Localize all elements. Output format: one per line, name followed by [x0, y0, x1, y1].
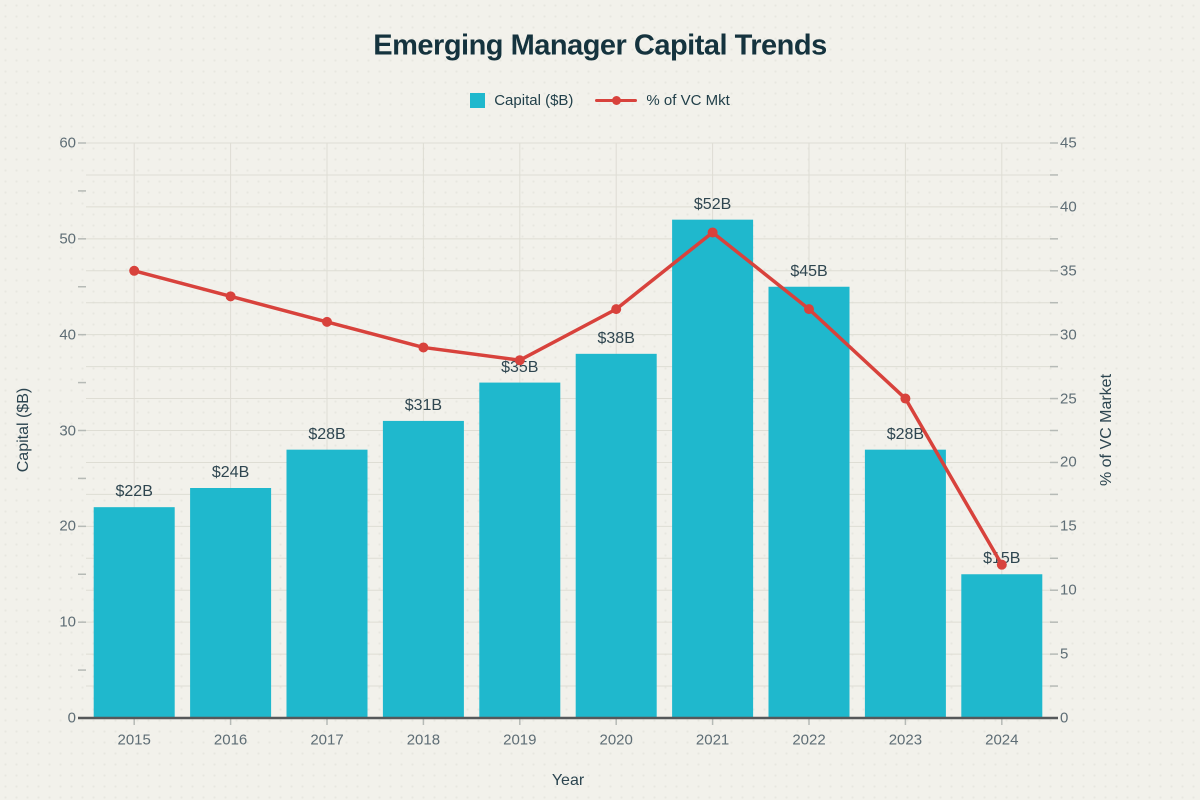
legend-item-vc-mkt[interactable]: % of VC Mkt — [595, 91, 730, 109]
line-series-swatch-icon — [595, 93, 638, 108]
bar-2017[interactable] — [286, 449, 368, 718]
chart-title: Emerging Manager Capital Trends — [373, 29, 827, 62]
bar-2018[interactable] — [382, 420, 464, 718]
legend-label-vc-mkt: % of VC Mkt — [646, 91, 730, 109]
legend-item-capital[interactable]: Capital ($B) — [470, 92, 573, 109]
legend: Capital ($B) % of VC Mkt — [0, 90, 1200, 110]
bar-series-swatch-icon — [470, 92, 486, 108]
legend-label-capital: Capital ($B) — [494, 91, 574, 109]
bar-2015[interactable] — [93, 507, 175, 718]
x-axis-title: Year — [551, 772, 585, 789]
bar-2019[interactable] — [479, 382, 561, 718]
bar-2016[interactable] — [190, 488, 272, 718]
bar-2020[interactable] — [575, 353, 657, 718]
bar-2023[interactable] — [864, 449, 946, 718]
bar-2021[interactable] — [672, 219, 754, 718]
bar-2022[interactable] — [768, 286, 850, 718]
bar-2024[interactable] — [961, 574, 1043, 718]
